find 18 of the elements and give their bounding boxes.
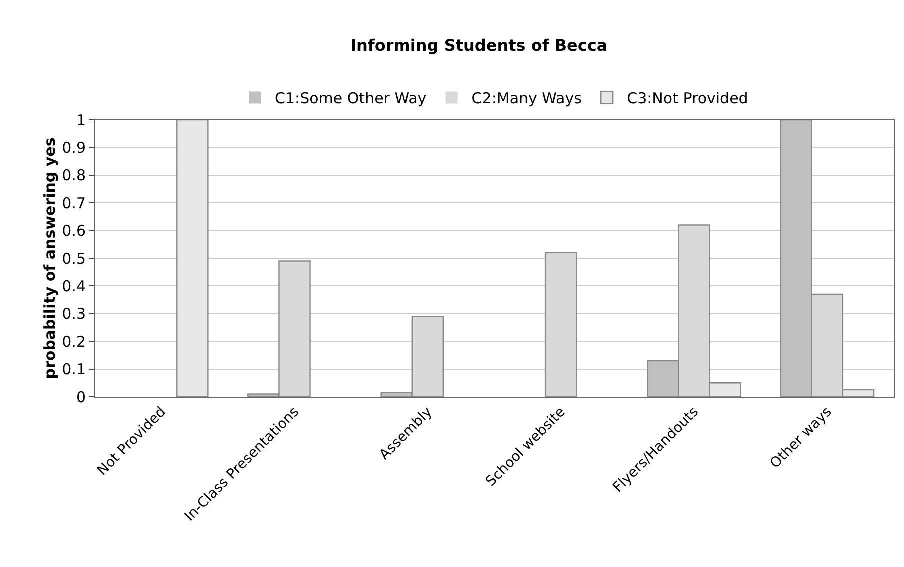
legend-label: C1:Some Other Way bbox=[275, 90, 427, 108]
legend-label: C2:Many Ways bbox=[472, 90, 582, 108]
y-tick-label: 0.9 bbox=[62, 138, 86, 157]
chart-title: Informing Students of Becca bbox=[350, 36, 608, 55]
y-tick-label: 0.2 bbox=[62, 332, 86, 351]
y-tick-label: 0.6 bbox=[62, 222, 86, 240]
bar bbox=[176, 120, 209, 397]
y-tick-label: 0.8 bbox=[62, 166, 86, 185]
y-tick-label: 0.7 bbox=[62, 194, 86, 212]
y-tick-label: 0 bbox=[76, 388, 86, 406]
y-tick-label: 0.1 bbox=[62, 360, 86, 379]
bar bbox=[544, 252, 578, 397]
y-tick-label: 0.4 bbox=[62, 277, 86, 296]
y-tick-label: 0.3 bbox=[62, 305, 86, 324]
y-axis-title: probability of answering yes bbox=[41, 138, 59, 380]
y-tick-label: 1 bbox=[76, 111, 86, 130]
y-tick-label: 0.5 bbox=[62, 250, 86, 268]
legend-label: C3:Not Provided bbox=[627, 90, 748, 108]
